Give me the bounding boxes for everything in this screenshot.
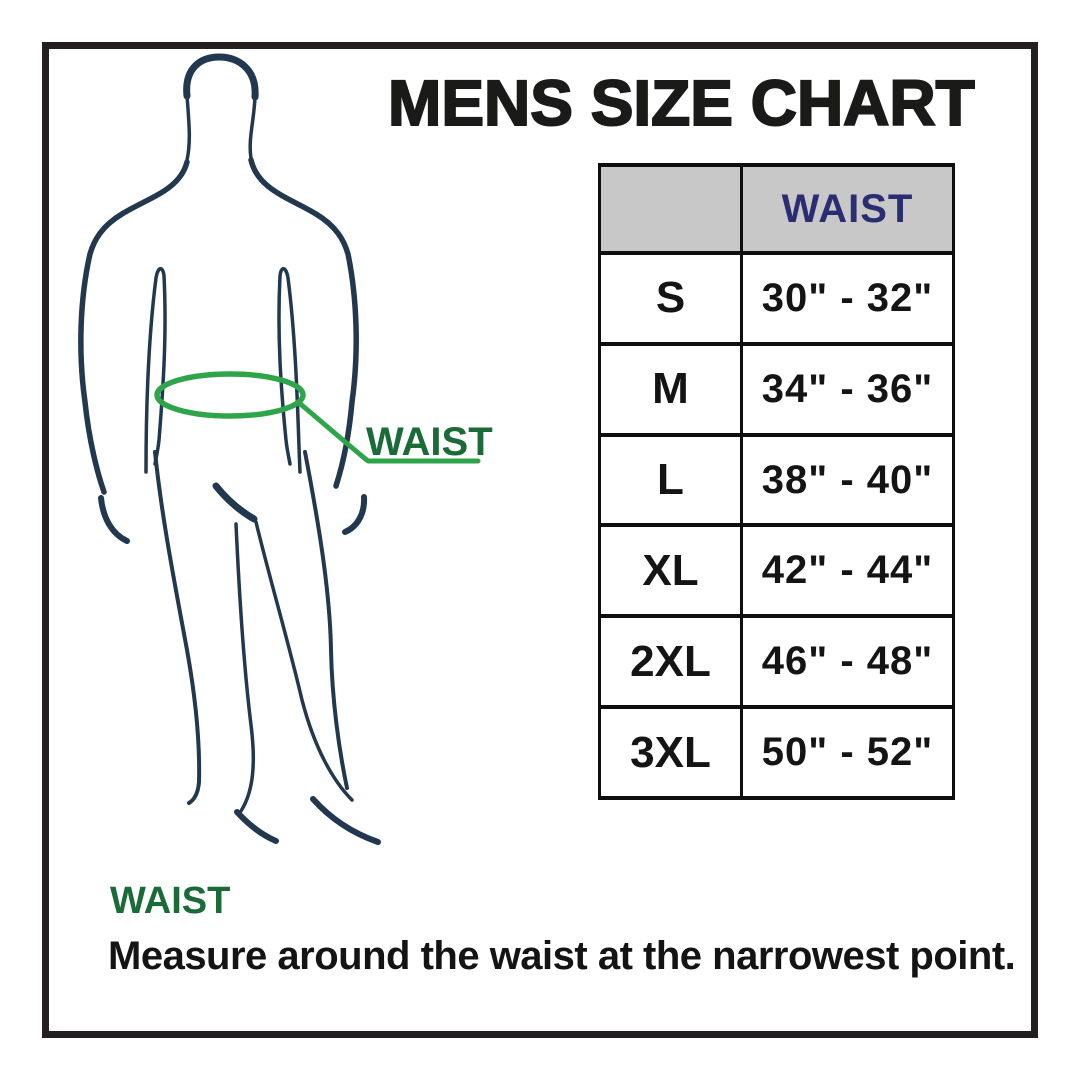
size-cell: XL <box>598 523 743 619</box>
right-hand-stroke <box>342 494 368 535</box>
right-foot-stroke <box>310 796 381 845</box>
table-header-size-cell <box>598 163 743 255</box>
table-row: 3XL 50" - 52" <box>598 705 955 800</box>
table-row: S 30" - 32" <box>598 251 955 346</box>
table-row: M 34" - 36" <box>598 341 955 437</box>
right-shoulder-arm-outline <box>248 157 359 489</box>
right-leg-outer-outline <box>303 450 349 790</box>
footer-measure-instruction: Measure around the waist at the narrowes… <box>108 934 1016 978</box>
size-cell: L <box>598 432 743 528</box>
size-cell: S <box>598 251 743 346</box>
waist-cell: 46" - 48" <box>740 614 955 710</box>
waist-cell: 34" - 36" <box>740 341 955 437</box>
waist-callout-label: WAIST <box>366 420 493 464</box>
left-leg-inner-outline <box>234 522 256 813</box>
crotch-stroke <box>212 482 258 523</box>
table-header-waist-cell: WAIST <box>740 163 955 255</box>
waist-cell: 50" - 52" <box>740 705 955 800</box>
size-cell: M <box>598 341 743 437</box>
waist-cell: 38" - 40" <box>740 432 955 528</box>
head-outline-left <box>185 94 192 162</box>
waist-leader-line <box>295 399 481 464</box>
table-row: 2XL 46" - 48" <box>598 614 955 710</box>
left-hand-stroke <box>98 495 130 544</box>
outer-border-frame <box>42 42 1038 1038</box>
left-inner-arm-torso-outline <box>144 267 167 474</box>
size-table: WAIST S 30" - 32" M 34" - 36" L 38" - 40… <box>598 163 955 800</box>
page-title: MENS SIZE CHART <box>387 66 976 140</box>
right-inner-arm-torso-outline <box>277 267 302 474</box>
left-leg-outer-outline <box>153 450 202 805</box>
waist-cell: 30" - 32" <box>740 251 955 346</box>
left-shoulder-arm-outline <box>78 159 190 495</box>
left-foot-stroke <box>234 809 279 844</box>
table-row: XL 42" - 44" <box>598 523 955 619</box>
waist-cell: 42" - 44" <box>740 523 955 619</box>
right-leg-inner-outline <box>254 520 354 802</box>
table-header-row: WAIST <box>598 163 955 255</box>
size-cell: 2XL <box>598 614 743 710</box>
body-outline-figure <box>78 53 481 845</box>
head-outline-top <box>183 53 259 101</box>
size-cell: 3XL <box>598 705 743 800</box>
table-row: L 38" - 40" <box>598 432 955 528</box>
footer-waist-heading: WAIST <box>110 880 231 922</box>
head-outline-right <box>248 95 257 160</box>
waist-band-indicator <box>154 371 306 419</box>
